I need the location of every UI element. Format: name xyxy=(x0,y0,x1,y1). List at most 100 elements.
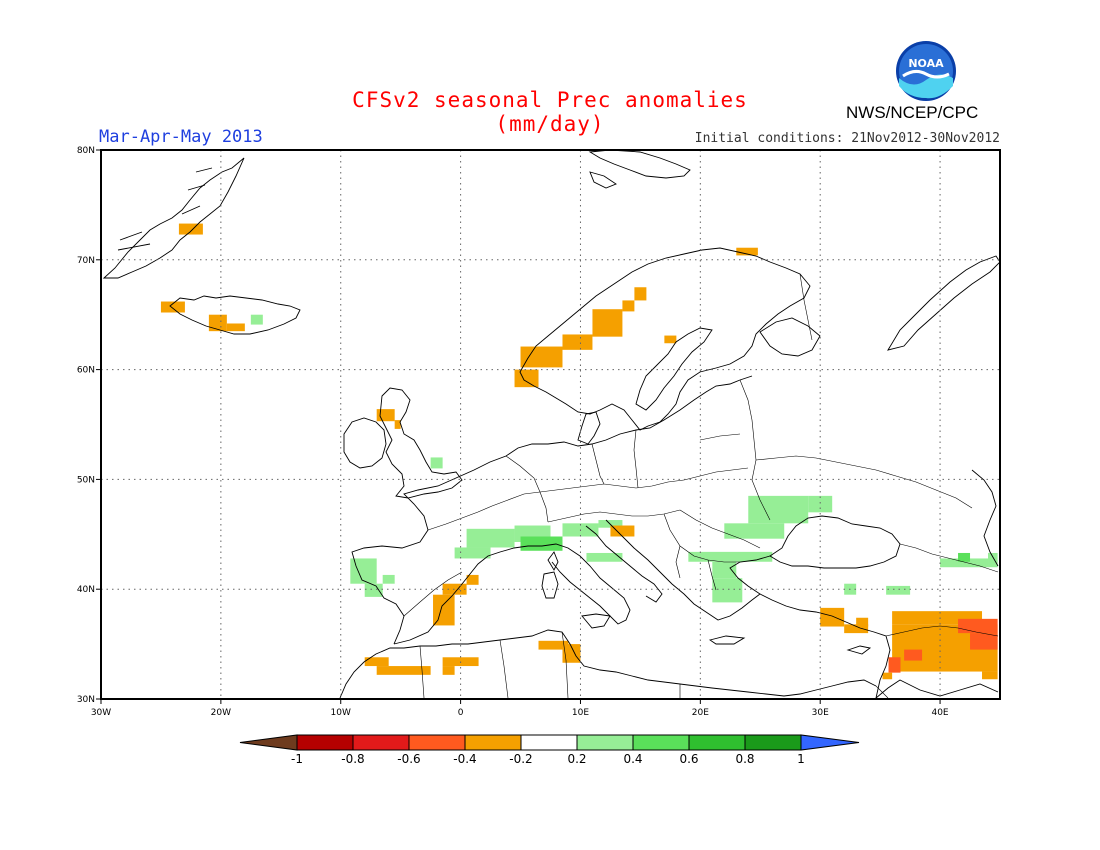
coastline-layer xyxy=(102,149,1001,699)
colorbar: -1 -0.8 -0.6 -0.4 -0.2 0.2 0.4 0.6 0.8 1 xyxy=(239,734,860,766)
colorbar-swatch xyxy=(520,734,578,751)
coastline-italy-east xyxy=(585,525,663,603)
anomaly-cell xyxy=(940,558,989,568)
noaa-logo-text: NOAA xyxy=(908,57,944,70)
anomaly-layer xyxy=(160,223,998,680)
colorbar-swatch xyxy=(352,734,410,751)
coastline-caspian xyxy=(971,469,999,567)
colorbar-label: 0.4 xyxy=(623,752,642,766)
coastline-great-britain xyxy=(379,387,463,499)
colorbar-high-triangle xyxy=(800,734,860,751)
period-label: Mar-Apr-May 2013 xyxy=(99,127,263,147)
colorbar-swatch xyxy=(576,734,634,751)
anomaly-cell xyxy=(586,552,623,562)
anomaly-cell xyxy=(712,578,743,603)
colorbar-label: -1 xyxy=(291,752,303,766)
colorbar-label: 0.8 xyxy=(735,752,754,766)
lon-tick-label: 30E xyxy=(812,708,829,718)
coastline-cyprus xyxy=(846,645,872,655)
lon-tick-label: 30W xyxy=(91,708,111,718)
anomaly-cell xyxy=(808,495,833,513)
coastline-black-sea xyxy=(769,515,901,569)
coastline-med-north xyxy=(393,543,631,645)
anomaly-cell xyxy=(442,583,467,595)
lat-tick-label: 80N xyxy=(77,146,95,156)
anomaly-cell xyxy=(688,551,773,562)
anomaly-cell xyxy=(856,617,869,627)
colorbar-label: -0.8 xyxy=(341,752,364,766)
coastline-sardinia xyxy=(541,571,559,599)
anomaly-cell xyxy=(736,247,758,256)
anomaly-cell xyxy=(724,523,785,539)
lon-tick-label: 20W xyxy=(211,708,231,718)
coastline-ireland xyxy=(343,417,387,469)
country-borders-layer xyxy=(403,273,999,699)
anomaly-cell xyxy=(970,633,998,650)
anomaly-cell xyxy=(382,574,395,584)
anomaly-cell xyxy=(364,657,389,667)
anomaly-cell xyxy=(610,525,635,537)
coastline-crete xyxy=(708,635,746,645)
coastline-middle-east xyxy=(875,679,999,699)
anomaly-cell xyxy=(888,657,901,673)
anomaly-cell xyxy=(178,223,203,235)
lat-tick-label: 40N xyxy=(77,585,95,595)
anomaly-cell xyxy=(958,618,998,634)
lon-tick-label: 10E xyxy=(572,708,589,718)
coastline-north-africa xyxy=(339,629,877,699)
anomaly-cell xyxy=(520,536,563,551)
borders-west xyxy=(403,455,549,617)
anomaly-cell xyxy=(820,607,845,627)
coastline-gulf-of-bothnia xyxy=(635,327,713,411)
colorbar-label: -0.4 xyxy=(453,752,476,766)
borders-russia xyxy=(755,273,973,509)
colorbar-label: 1 xyxy=(797,752,805,766)
anomaly-cell xyxy=(364,583,383,597)
colorbar-swatch xyxy=(688,734,746,751)
anomaly-cell xyxy=(748,495,809,524)
colorbar-label: 0.2 xyxy=(567,752,586,766)
map-frame xyxy=(100,149,1001,700)
anomaly-cell xyxy=(622,300,635,312)
anomaly-cell xyxy=(466,528,515,548)
anomaly-cell xyxy=(433,594,455,626)
lat-tick-label: 70N xyxy=(77,256,95,266)
coastline-continent-north xyxy=(351,375,753,645)
coastline-novaya-zemlya xyxy=(887,255,1001,351)
initial-conditions-label: Initial conditions: 21Nov2012-30Nov2012 xyxy=(694,131,1000,146)
anomaly-cell xyxy=(350,558,377,584)
anomaly-cell xyxy=(250,314,263,325)
coastline-iceland xyxy=(169,295,301,335)
lat-tick-label: 60N xyxy=(77,366,95,376)
borders-africa xyxy=(419,631,889,699)
lon-tick-label: 20E xyxy=(692,708,709,718)
map-title: CFSv2 seasonal Prec anomalies (mm/day) xyxy=(352,88,748,136)
coastline-svalbard-2 xyxy=(589,171,617,189)
anomaly-cell xyxy=(958,552,971,562)
coastline-balkans xyxy=(605,519,771,621)
borders-balkans xyxy=(663,513,740,591)
anomaly-cell xyxy=(454,547,491,559)
anomaly-cell xyxy=(592,309,623,337)
colorbar-label: -0.2 xyxy=(509,752,532,766)
anomaly-cell xyxy=(882,672,893,680)
anomaly-cell xyxy=(712,561,737,579)
anomaly-cell xyxy=(514,369,539,388)
colorbar-swatch xyxy=(464,734,522,751)
coastline-greenland xyxy=(102,157,245,279)
anomaly-cell xyxy=(634,287,647,301)
anomaly-cell xyxy=(394,420,401,429)
anomaly-cell xyxy=(562,334,593,350)
axis-ticks: 30W 20W 10W 0 10E 20E 30E 40E 80N 70N 60N 50N 40N 30N xyxy=(77,146,949,718)
colorbar-swatch xyxy=(632,734,690,751)
anomaly-cell xyxy=(466,574,479,585)
anomaly-cell xyxy=(988,552,998,568)
colorbar-swatch xyxy=(744,734,802,751)
colorbar-low-triangle xyxy=(239,734,298,751)
coastline-greenland-fjords xyxy=(117,167,213,251)
lat-tick-label: 30N xyxy=(77,695,95,705)
anomaly-cell xyxy=(664,335,677,344)
colorbar-label: 0.6 xyxy=(679,752,698,766)
borders-east xyxy=(679,379,771,549)
